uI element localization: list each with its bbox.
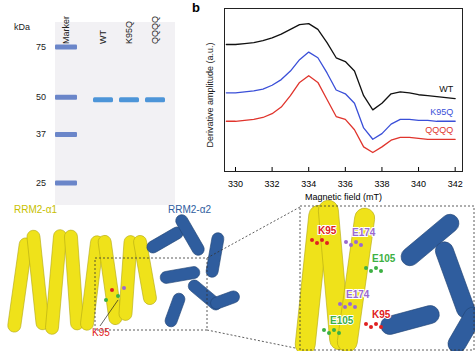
svg-text:340: 340 [411, 179, 426, 189]
svg-text:K95: K95 [92, 327, 110, 338]
svg-text:E174: E174 [346, 289, 370, 300]
svg-text:QQQQ: QQQQ [150, 16, 160, 44]
svg-text:332: 332 [265, 179, 280, 189]
html-text:b: b [192, 0, 200, 15]
svg-text:E105: E105 [372, 253, 396, 264]
html-text:Derivative amplitude (a.u.): Derivative amplitude (a.u.) [205, 42, 215, 148]
svg-text:342: 342 [448, 179, 463, 189]
svg-text:Marker: Marker [61, 16, 71, 44]
svg-text:50: 50 [36, 92, 46, 102]
svg-text:K95: K95 [372, 309, 391, 320]
svg-text:330: 330 [228, 179, 243, 189]
svg-text:WT: WT [439, 84, 453, 94]
svg-text:K95: K95 [318, 225, 337, 236]
svg-text:E105: E105 [330, 315, 354, 326]
svg-text:RRM2-α2: RRM2-α2 [168, 204, 211, 215]
svg-text:RRM2-α1: RRM2-α1 [14, 204, 57, 215]
svg-text:QQQQ: QQQQ [425, 125, 453, 135]
svg-text:338: 338 [374, 179, 389, 189]
svg-text:K95Q: K95Q [430, 107, 453, 117]
svg-text:336: 336 [338, 179, 353, 189]
svg-text:75: 75 [36, 42, 46, 52]
svg-text:334: 334 [301, 179, 316, 189]
svg-text:WT: WT [98, 30, 108, 44]
svg-text:37: 37 [36, 129, 46, 139]
svg-text:Magnetic field (mT): Magnetic field (mT) [305, 192, 382, 202]
svg-text:kDa: kDa [14, 22, 30, 32]
svg-text:K95Q: K95Q [124, 21, 134, 44]
svg-text:E174: E174 [352, 227, 376, 238]
svg-text:25: 25 [36, 178, 46, 188]
